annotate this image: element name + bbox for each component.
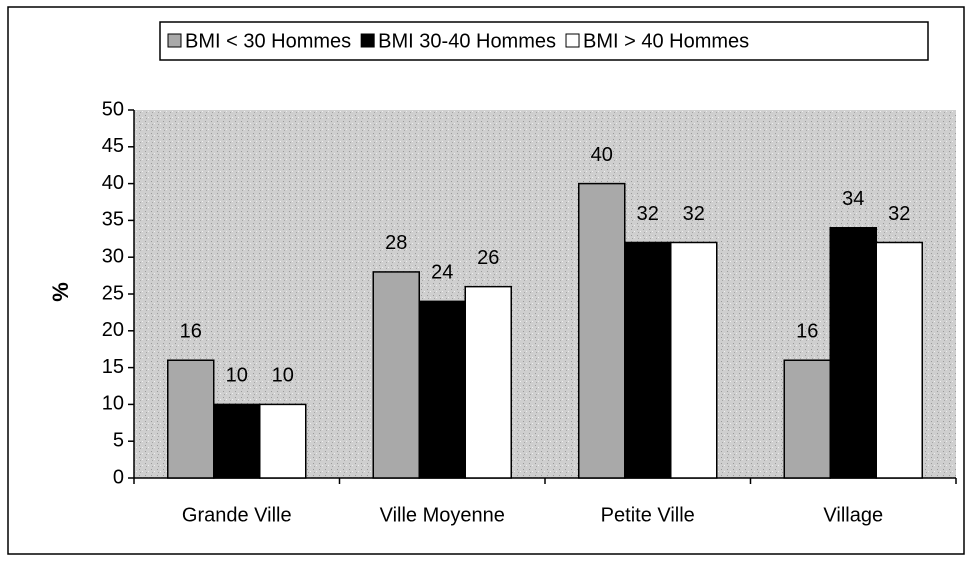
bar <box>670 241 718 479</box>
data-label: 16 <box>796 321 818 343</box>
y-tick-label: 30 <box>102 245 124 267</box>
data-label: 34 <box>842 188 864 210</box>
bar <box>418 300 466 479</box>
data-label: 24 <box>431 262 453 284</box>
legend-swatch <box>360 33 375 48</box>
x-tick-label: Petite Ville <box>601 504 695 526</box>
data-label: 26 <box>477 247 499 269</box>
bar <box>783 359 831 479</box>
data-label: 40 <box>591 144 613 166</box>
legend-box <box>159 21 929 61</box>
legend-label: BMI < 30 Hommes <box>185 30 351 52</box>
data-label: 10 <box>272 365 294 387</box>
bar <box>624 241 672 479</box>
x-tick-label: Village <box>823 504 883 526</box>
data-label: 32 <box>637 203 659 225</box>
bar <box>259 403 307 479</box>
y-tick-label: 50 <box>102 98 124 120</box>
y-tick-label: 20 <box>102 319 124 341</box>
y-tick-label: 10 <box>102 393 124 415</box>
legend-label: BMI 30-40 Hommes <box>378 30 556 52</box>
y-tick-label: 25 <box>102 282 124 304</box>
data-label: 32 <box>683 203 705 225</box>
y-axis-label: % <box>48 282 73 302</box>
bar <box>829 227 877 479</box>
x-tick-label: Grande Ville <box>182 504 292 526</box>
legend-swatch <box>167 33 182 48</box>
legend-swatch <box>565 33 580 48</box>
bar <box>167 359 215 479</box>
data-label: 10 <box>226 365 248 387</box>
bar <box>875 241 923 479</box>
y-tick-label: 0 <box>113 466 124 488</box>
y-tick-label: 15 <box>102 356 124 378</box>
bar <box>213 403 261 479</box>
bar <box>372 271 420 479</box>
y-tick-label: 35 <box>102 209 124 231</box>
data-label: 16 <box>180 321 202 343</box>
y-tick-label: 45 <box>102 135 124 157</box>
y-tick-label: 5 <box>113 429 124 451</box>
y-tick-label: 40 <box>102 172 124 194</box>
data-label: 32 <box>888 203 910 225</box>
bar <box>464 285 512 479</box>
x-tick-label: Ville Moyenne <box>380 504 505 526</box>
legend-label: BMI > 40 Hommes <box>583 30 749 52</box>
data-label: 28 <box>385 232 407 254</box>
bar <box>578 182 626 479</box>
